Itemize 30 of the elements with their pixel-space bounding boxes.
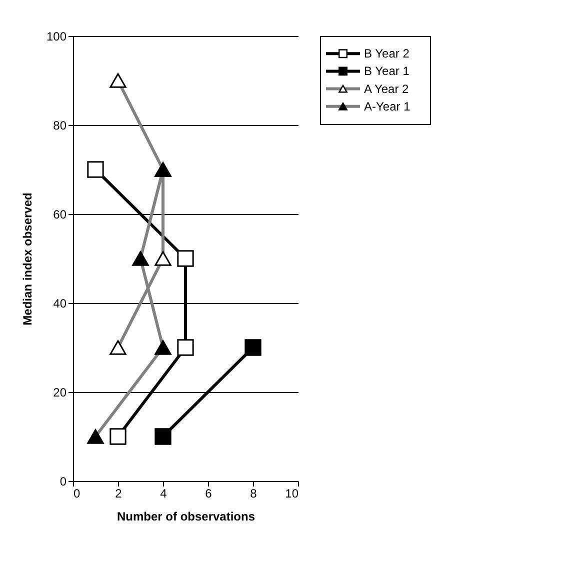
x-tick-label: 4	[160, 486, 168, 500]
x-tick-label: 10	[285, 486, 299, 500]
point	[110, 428, 126, 445]
x-tick-label: 6	[205, 486, 212, 500]
y-tick-label: 0	[60, 474, 67, 488]
point	[177, 339, 194, 356]
x-tick-label: 8	[250, 486, 258, 500]
point	[244, 339, 262, 356]
x-tick-label: 2	[115, 486, 122, 500]
y-tick-label: 60	[53, 208, 67, 222]
point	[154, 428, 172, 445]
point	[132, 251, 149, 266]
y-axis-title: Median index observed	[20, 192, 34, 326]
legend-label: A-Year 1	[364, 99, 411, 114]
point	[154, 340, 172, 355]
y-tick-label: 80	[53, 118, 67, 132]
legend-label: B Year 2	[364, 46, 410, 61]
x-axis-title: Number of observations	[116, 510, 256, 524]
point	[87, 161, 104, 178]
point	[154, 251, 172, 266]
legend-label: B Year 1	[364, 64, 410, 78]
point	[110, 73, 126, 88]
x-tick-label: 0	[74, 486, 80, 500]
y-tick-label: 20	[53, 386, 67, 400]
y-tick-label: 100	[46, 30, 67, 44]
point	[177, 250, 194, 267]
y-tick-label: 40	[53, 296, 67, 310]
legend-label: A Year 2	[364, 82, 410, 96]
point	[87, 429, 104, 444]
point	[110, 340, 126, 355]
